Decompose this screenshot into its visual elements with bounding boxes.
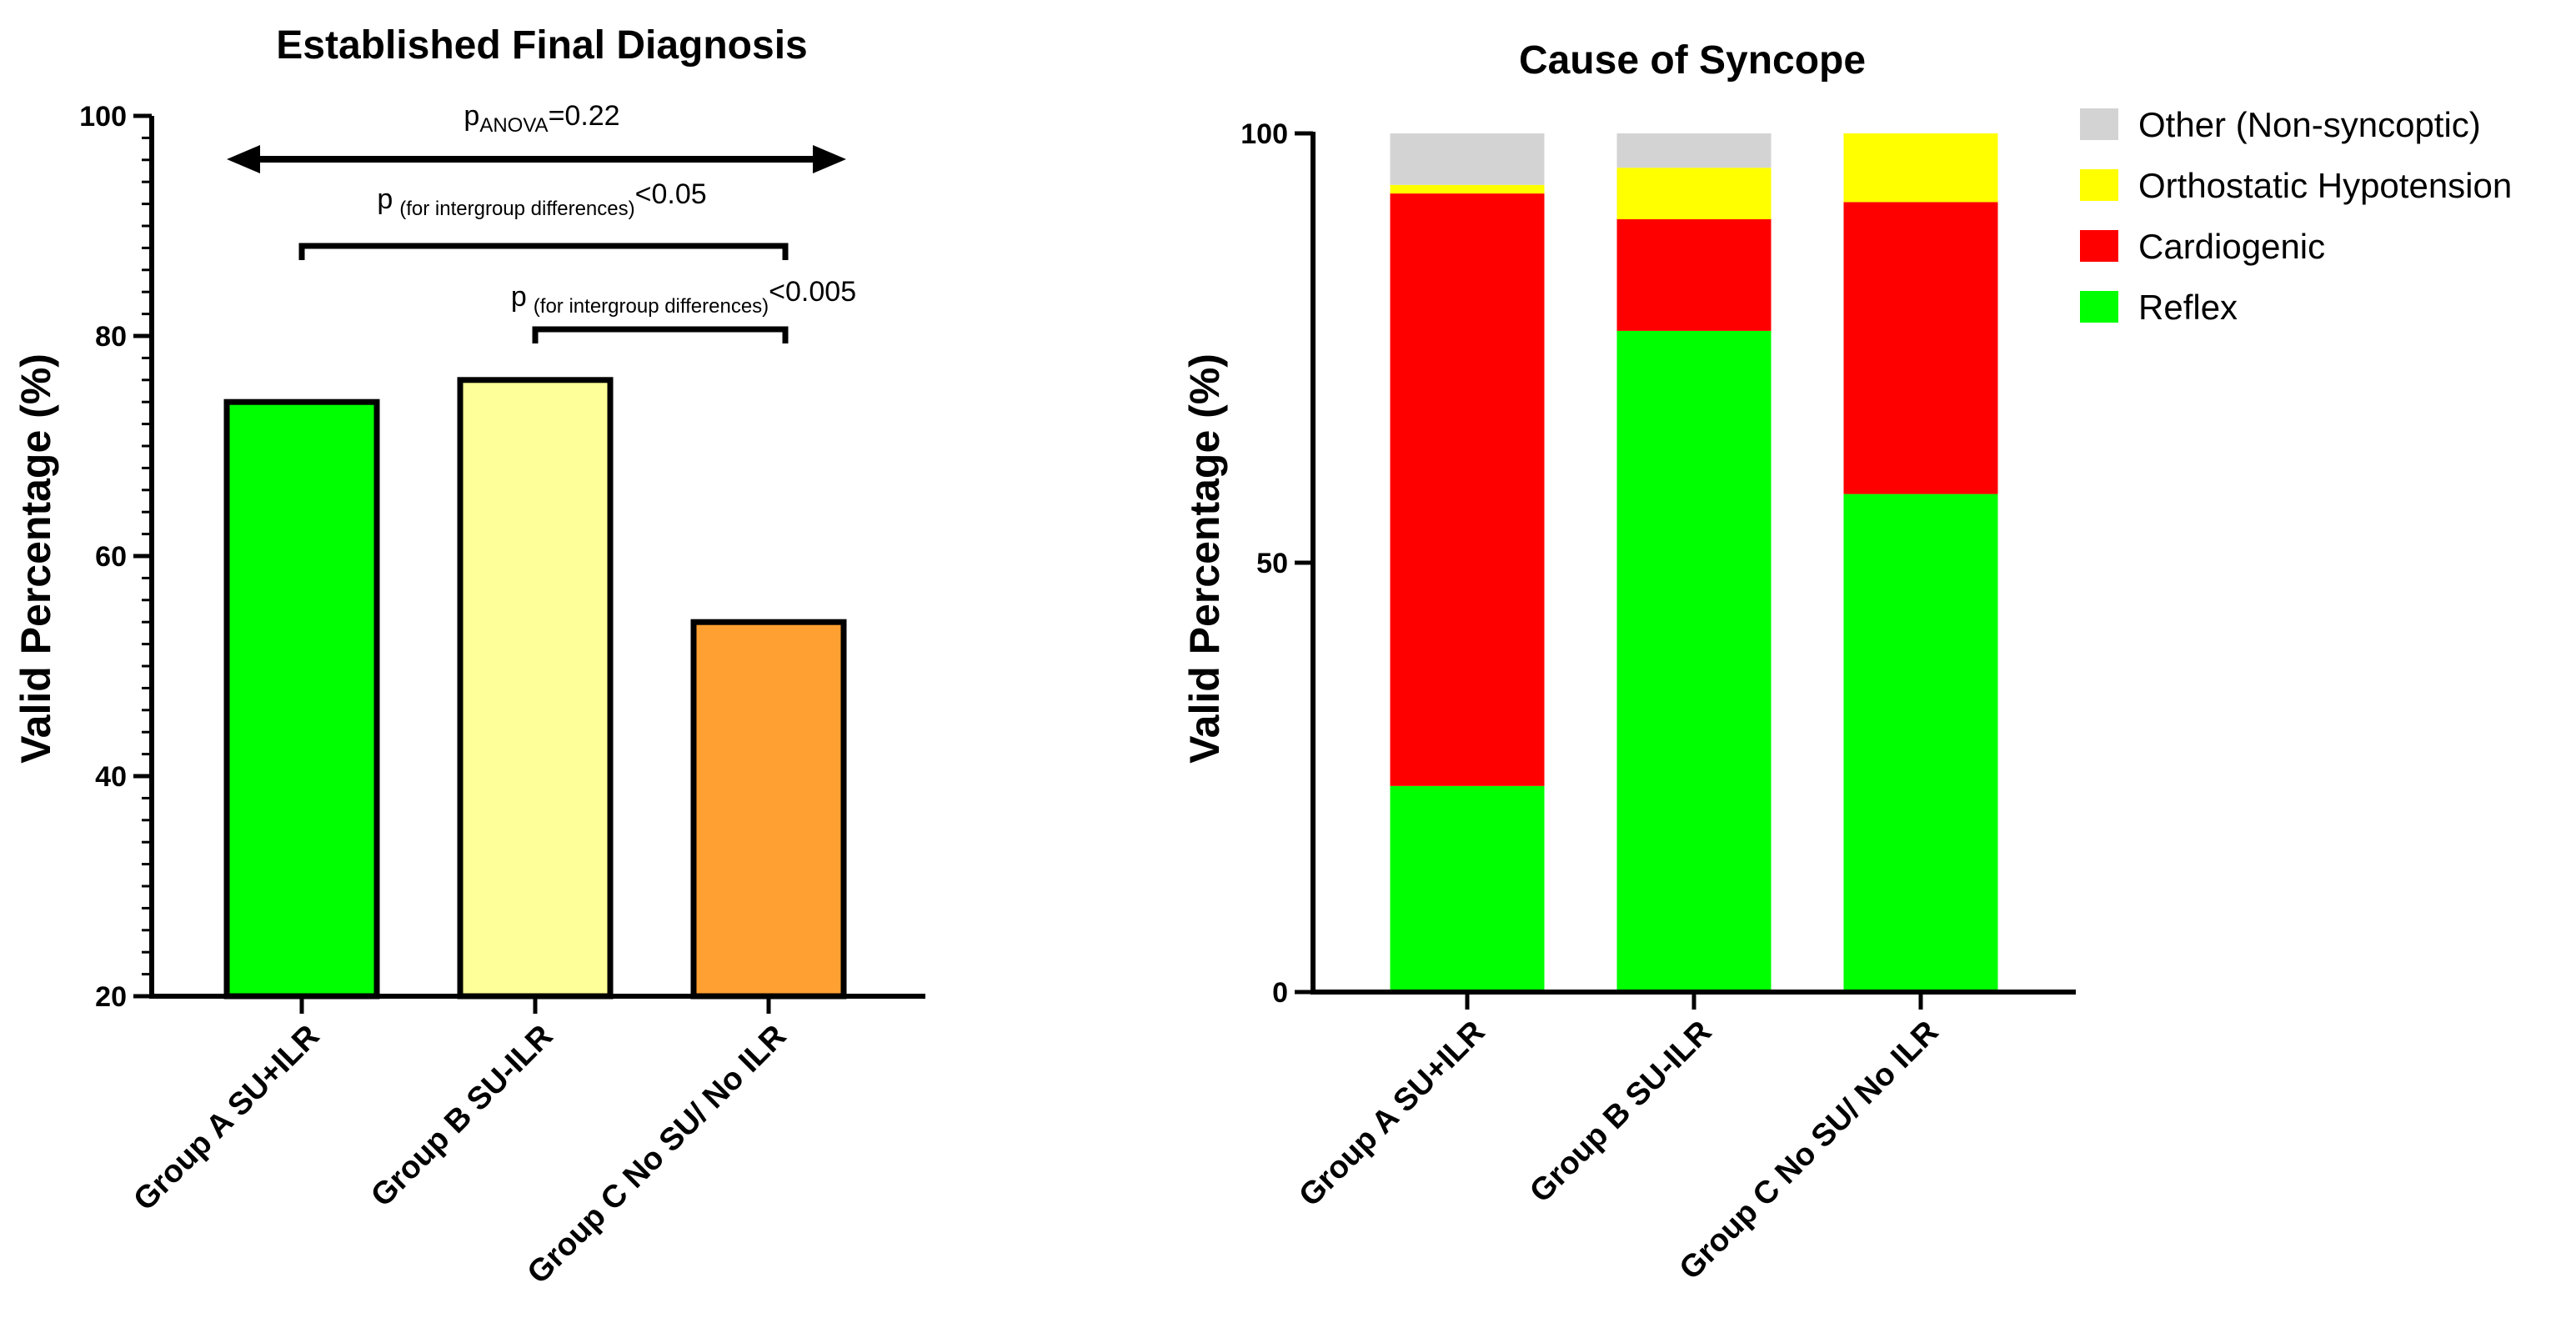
category-label: Group B SU-ILR [1523, 1015, 1718, 1210]
anova-p-value: pANOVA=0.22 [464, 100, 619, 137]
category-label: Group C No SU/ No ILR [521, 1019, 794, 1291]
segment-other-group-b [1616, 133, 1772, 168]
category-label: Group B SU-ILR [364, 1019, 559, 1214]
intergroup-subscript: (for intergroup differences) [534, 295, 769, 318]
legend: Other (Non-syncoptic) Orthostatic Hypote… [2080, 105, 2512, 327]
intergroup-subscript: (for intergroup differences) [399, 198, 634, 220]
legend-swatch-orthostatic [2080, 169, 2118, 201]
bar-group-c [690, 619, 847, 1000]
segment-reflex-group-b [1616, 330, 1772, 992]
segment-other-group-a [1390, 133, 1545, 185]
chart-left-y-tick-labels: 20 40 60 80 100 [79, 101, 127, 1013]
segment-cardiogenic-group-b [1616, 219, 1772, 331]
chart-right-ticks [1295, 131, 1313, 995]
intergroup-value: <0.005 [769, 276, 856, 308]
segment-cardiogenic-group-c [1843, 202, 1998, 494]
legend-swatch-other [2080, 108, 2118, 140]
intergroup-p-value-b-vs-c: p (for intergroup differences)<0.005 [511, 276, 856, 318]
legend-swatch-reflex [2080, 291, 2118, 323]
chart-right-y-axis-label: Valid Percentage (%) [1181, 353, 1228, 764]
bracket-a-vs-c [298, 243, 789, 260]
chart-right-y-tick-label: 100 [1240, 118, 1288, 150]
chart-left-y-tick-label: 60 [95, 541, 127, 573]
anova-subscript: ANOVA [479, 114, 548, 137]
category-label: Group A SU+ILR [1292, 1015, 1491, 1214]
chart-left-title: Established Final Diagnosis [276, 23, 807, 68]
chart-left: Established Final Diagnosis Valid Percen… [13, 23, 925, 1290]
chart-left-y-tick-label: 100 [79, 101, 127, 133]
intergroup-p: p [511, 281, 527, 313]
bar-group-b [457, 377, 614, 1000]
segment-reflex-group-c [1843, 494, 1998, 992]
anova-arrow [227, 145, 846, 173]
legend-label-other: Other (Non-syncoptic) [2138, 105, 2481, 144]
bar-group-a [223, 398, 380, 1000]
legend-label-orthostatic: Orthostatic Hypotension [2138, 166, 2512, 205]
legend-swatch-cardiogenic [2080, 230, 2118, 262]
chart-left-ticks [133, 113, 152, 999]
chart-left-y-tick-label: 40 [95, 761, 127, 793]
chart-left-y-tick-label: 80 [95, 321, 127, 353]
chart-right-y-tick-labels: 0 50 100 [1240, 118, 1288, 1009]
anova-value: =0.22 [549, 100, 620, 132]
legend-label-cardiogenic: Cardiogenic [2138, 227, 2325, 266]
legend-label-reflex: Reflex [2138, 288, 2238, 327]
category-label: Group A SU+ILR [127, 1019, 326, 1218]
segment-reflex-group-a [1390, 785, 1545, 992]
chart-right-y-tick-label: 0 [1272, 977, 1288, 1009]
bracket-b-vs-c [532, 326, 789, 343]
category-label: Group C No SU/ No ILR [1673, 1015, 1946, 1287]
chart-left-bars [223, 377, 847, 1000]
segment-orthostatic-group-c [1843, 133, 1998, 203]
anova-p: p [464, 100, 479, 132]
segment-orthostatic-group-a [1390, 184, 1545, 194]
segment-cardiogenic-group-a [1390, 193, 1545, 786]
chart-right-y-tick-label: 50 [1256, 548, 1288, 579]
chart-right-title: Cause of Syncope [1519, 38, 1866, 83]
chart-right-bars [1390, 133, 1998, 992]
segment-orthostatic-group-b [1616, 168, 1772, 219]
chart-left-y-tick-label: 20 [95, 981, 127, 1013]
intergroup-p-value-a-vs-c: p (for intergroup differences)<0.05 [377, 178, 706, 220]
intergroup-value: <0.05 [635, 178, 707, 210]
intergroup-p: p [377, 183, 393, 215]
chart-right: Cause of Syncope Valid Percentage (%) 0 … [1181, 38, 2512, 1286]
chart-left-y-axis-label: Valid Percentage (%) [13, 353, 59, 764]
